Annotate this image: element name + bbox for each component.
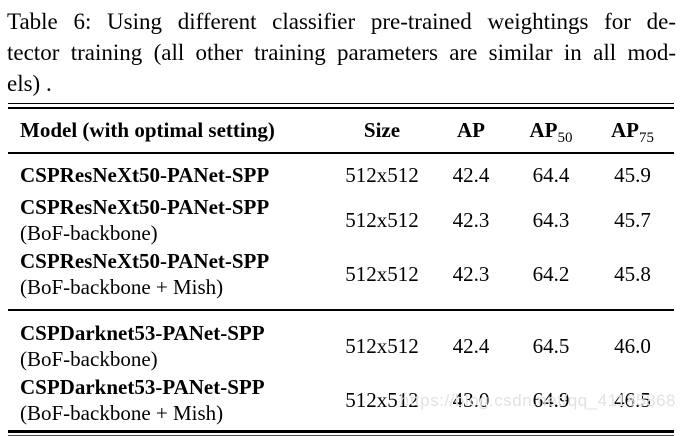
ap50-value: 64.4 xyxy=(532,162,570,187)
ap50-value: 64.2 xyxy=(511,247,591,311)
model-variant: (BoF-backbone) xyxy=(20,221,158,245)
ap75-value: 45.9 xyxy=(614,162,651,187)
results-table: Model (with optimal setting) Size AP AP5… xyxy=(8,103,674,436)
size-value: 512x512 xyxy=(333,247,431,311)
model-name: CSPDarknet53-PANet-SPP xyxy=(20,321,265,345)
table-row: CSPDarknet53-PANet-SPP (BoF-backbone + M… xyxy=(8,373,674,430)
ap75-value: 46.5 xyxy=(614,387,651,412)
model-cell: CSPDarknet53-PANet-SPP (BoF-backbone + M… xyxy=(8,373,333,430)
model-cell: CSPDarknet53-PANet-SPP (BoF-backbone) xyxy=(8,310,333,373)
model-cell: CSPResNeXt50-PANet-SPP (BoF-backbone + M… xyxy=(8,247,333,311)
ap75-subscript: 75 xyxy=(639,130,654,147)
col-header-size: Size xyxy=(333,109,431,154)
model-name: CSPResNeXt50-PANet-SPP xyxy=(20,249,270,273)
size-value: 512x512 xyxy=(345,207,419,232)
model-variant: (BoF-backbone) xyxy=(20,347,158,371)
ap50-value: 64.3 xyxy=(532,207,570,232)
table-caption: Table 6: Using different classifier pre-… xyxy=(0,0,685,99)
col-header-model: Model (with optimal setting) xyxy=(8,109,333,154)
size-value: 512x512 xyxy=(345,333,419,358)
table-row: CSPResNeXt50-PANet-SPP 512x512 42.4 64.4… xyxy=(8,153,674,193)
ap75-label: AP xyxy=(611,118,639,142)
table-top-rule xyxy=(8,103,674,109)
table-row: CSPResNeXt50-PANet-SPP (BoF-backbone) 51… xyxy=(8,193,674,247)
ap50-subscript: 50 xyxy=(557,130,573,147)
size-value: 512x512 xyxy=(345,387,419,412)
ap-value: 42.3 xyxy=(431,247,511,311)
ap75-value: 46.0 xyxy=(614,333,651,358)
model-name: CSPResNeXt50-PANet-SPP xyxy=(20,163,270,187)
ap50-label: AP xyxy=(529,118,558,142)
ap50-value: 64.9 xyxy=(532,387,570,412)
model-cell: CSPResNeXt50-PANet-SPP (BoF-backbone) xyxy=(8,193,333,247)
col-header-ap75: AP75 xyxy=(591,109,674,154)
col-header-ap: AP xyxy=(431,109,511,154)
ap75-value: 45.7 xyxy=(614,207,651,232)
col-header-ap50: AP50 xyxy=(511,109,591,154)
model-variant: (BoF-backbone + Mish) xyxy=(20,401,224,425)
header-row: Model (with optimal setting) Size AP AP5… xyxy=(8,109,674,154)
size-value: 512x512 xyxy=(345,162,419,187)
detector-results-table: Model (with optimal setting) Size AP AP5… xyxy=(8,109,674,430)
table-row: CSPDarknet53-PANet-SPP (BoF-backbone) 51… xyxy=(8,310,674,373)
table-bottom-rule xyxy=(8,430,674,436)
caption-line: Table 6: Using different classifier pre-… xyxy=(7,9,676,34)
ap-value: 42.4 xyxy=(452,333,490,358)
ap-value: 42.4 xyxy=(452,162,490,187)
model-cell: CSPResNeXt50-PANet-SPP xyxy=(8,153,333,193)
table-row: CSPResNeXt50-PANet-SPP (BoF-backbone + M… xyxy=(8,247,674,311)
model-name: CSPDarknet53-PANet-SPP xyxy=(20,375,265,399)
model-variant: (BoF-backbone + Mish) xyxy=(20,275,224,299)
ap75-value: 45.8 xyxy=(591,247,674,311)
caption-line: tector training (all other training para… xyxy=(7,40,676,65)
caption-line: els) . xyxy=(7,71,52,96)
ap-value: 43.0 xyxy=(452,387,490,412)
ap50-value: 64.5 xyxy=(532,333,570,358)
model-name: CSPResNeXt50-PANet-SPP xyxy=(20,195,270,219)
ap-value: 42.3 xyxy=(452,207,490,232)
